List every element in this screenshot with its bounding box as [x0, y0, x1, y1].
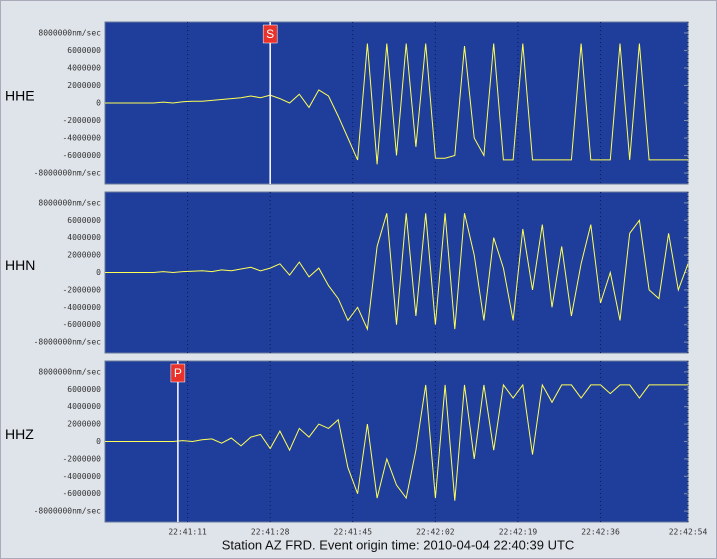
- phase-box: [170, 363, 186, 383]
- phase-label: P: [174, 366, 182, 380]
- y-tick-label: 2000000: [67, 420, 101, 429]
- y-tick-label: -2000000: [62, 116, 101, 125]
- y-tick-label: -8000000nm/sec: [34, 507, 102, 516]
- y-tick-label: -2000000: [62, 454, 101, 463]
- x-tick-label: 22:41:11: [168, 528, 207, 537]
- channel-label: HHE: [5, 88, 35, 104]
- y-tick-label: -8000000nm/sec: [34, 169, 102, 178]
- y-tick-label: -6000000: [62, 151, 101, 160]
- phase-label: S: [266, 27, 274, 41]
- phase-box: [262, 24, 278, 44]
- x-tick-label: 22:42:54: [669, 528, 708, 537]
- y-tick-label: 2000000: [67, 81, 101, 90]
- y-tick-label: -4000000: [62, 134, 101, 143]
- channel-label: HHN: [5, 257, 35, 273]
- y-tick-label: 6000000: [67, 46, 101, 55]
- y-tick-label: 4000000: [67, 63, 101, 72]
- y-tick-label: 6000000: [67, 216, 101, 225]
- y-tick-label: -4000000: [62, 303, 101, 312]
- y-tick-label: -6000000: [62, 489, 101, 498]
- y-tick-label: -6000000: [62, 320, 101, 329]
- panel: [104, 191, 689, 354]
- y-tick-label: -4000000: [62, 472, 101, 481]
- x-tick-label: 22:42:36: [581, 528, 620, 537]
- trace: [105, 43, 688, 165]
- x-tick-label: 22:41:45: [334, 528, 373, 537]
- y-tick-label: 0: [96, 268, 101, 277]
- y-tick-label: -8000000nm/sec: [34, 338, 102, 347]
- x-tick-label: 22:42:02: [416, 528, 455, 537]
- y-tick-label: 0: [96, 437, 101, 446]
- y-tick-label: 0: [96, 99, 101, 108]
- channel-label: HHZ: [5, 426, 34, 442]
- x-tick-label: 22:42:19: [499, 528, 538, 537]
- y-tick-label: 8000000nm/sec: [38, 198, 101, 207]
- y-tick-label: 6000000: [67, 385, 101, 394]
- x-tick-label: 22:41:28: [251, 528, 290, 537]
- trace: [105, 383, 688, 501]
- y-tick-label: -2000000: [62, 285, 101, 294]
- y-tick-label: 8000000nm/sec: [38, 28, 101, 37]
- trace: [105, 213, 689, 331]
- y-tick-label: 4000000: [67, 402, 101, 411]
- x-axis-label: Station AZ FRD. Event origin time: 2010-…: [222, 537, 575, 552]
- y-tick-label: 8000000nm/sec: [38, 367, 101, 376]
- y-tick-label: 4000000: [67, 233, 101, 242]
- y-tick-label: 2000000: [67, 251, 101, 260]
